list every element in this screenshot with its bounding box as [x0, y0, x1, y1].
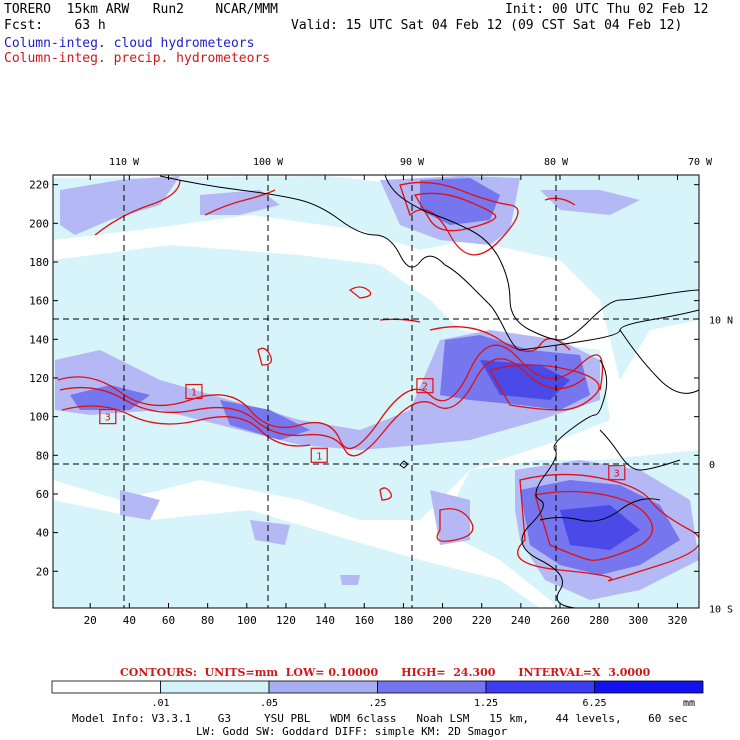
- lon-label: 80 W: [544, 157, 569, 168]
- axis-ticks: [53, 175, 699, 608]
- colorbar-label: 6.25: [582, 698, 606, 709]
- field-cloud-label: Column-integ. cloud hydrometeors: [4, 36, 255, 51]
- y-tick-label: 20: [36, 565, 49, 578]
- coastlines: [159, 175, 699, 608]
- map-frame: [52, 174, 700, 609]
- longitude-labels: 110 W 100 W 90 W 80 W 70 W: [109, 157, 713, 168]
- colorbar-swatch: [160, 680, 270, 694]
- lat-label: 0: [709, 460, 715, 471]
- lat-label: 10 S: [709, 605, 733, 616]
- x-tick-label: 120: [276, 614, 296, 627]
- colorbar-label: .01: [151, 698, 169, 709]
- colorbar-label: .25: [368, 698, 386, 709]
- box-marker-label: 1: [191, 388, 197, 399]
- x-tick-label: 300: [628, 614, 648, 627]
- x-tick-label: 280: [589, 614, 609, 627]
- colorbar-swatch: [268, 680, 378, 694]
- y-tick-label: 120: [29, 372, 49, 385]
- x-tick-label: 260: [550, 614, 570, 627]
- x-tick-label: 140: [315, 614, 335, 627]
- model-info-line2: LW: Godd SW: Goddard DIFF: simple KM: 2D…: [196, 725, 508, 738]
- x-tick-label: 180: [393, 614, 413, 627]
- colorbar-label: 1.25: [474, 698, 498, 709]
- precip-contours: [57, 179, 699, 582]
- init-time: Init: 00 UTC Thu 02 Feb 12: [505, 2, 709, 17]
- x-tick-label: 40: [123, 614, 136, 627]
- model-info-line1: Model Info: V3.3.1 G3 YSU PBL WDM 6class…: [72, 712, 688, 725]
- x-tick-label: 20: [84, 614, 97, 627]
- box-markers: 3 1 1 2 3: [99, 378, 626, 481]
- box-marker: 2: [416, 378, 434, 394]
- lon-label: 90 W: [400, 157, 425, 168]
- x-tick-label: 240: [511, 614, 531, 627]
- colorbar-unit: mm: [683, 698, 695, 709]
- box-marker: 3: [608, 465, 626, 481]
- x-tick-label: 320: [668, 614, 688, 627]
- y-tick-label: 160: [29, 295, 49, 308]
- y-tick-label: 40: [36, 527, 49, 540]
- y-tick-label: 60: [36, 488, 49, 501]
- box-marker: 3: [99, 409, 117, 425]
- latitude-labels: 10 N 0 10 S: [709, 316, 733, 616]
- x-tick-label: 200: [433, 614, 453, 627]
- y-tick-label: 220: [29, 179, 49, 192]
- box-marker-label: 1: [316, 451, 322, 462]
- box-marker-label: 2: [422, 382, 428, 393]
- y-tick-label: 140: [29, 333, 49, 346]
- lon-label: 70 W: [688, 157, 713, 168]
- cloud-field: [53, 176, 699, 608]
- x-tick-label: 160: [354, 614, 374, 627]
- y-tick-label: 180: [29, 256, 49, 269]
- box-marker: 1: [185, 383, 203, 400]
- colorbar-swatch: [594, 680, 704, 694]
- forecast-hour: Fcst: 63 h: [4, 18, 106, 33]
- x-tick-label: 220: [472, 614, 492, 627]
- model-title: TORERO 15km ARW Run2 NCAR/MMM: [4, 2, 278, 17]
- contours-info: CONTOURS: UNITS=mm LOW= 0.10000 HIGH= 24…: [120, 666, 651, 679]
- box-marker-label: 3: [614, 469, 620, 480]
- field-precip-label: Column-integ. precip. hydrometeors: [4, 51, 271, 66]
- box-marker: 1: [310, 447, 328, 463]
- colorbar-swatch: [485, 680, 595, 694]
- y-tick-label: 80: [36, 449, 49, 462]
- colorbar-swatch: [377, 680, 487, 694]
- colorbar-swatch: [51, 680, 161, 694]
- axis-tick-labels: 20 40 60 80 100 120 140 160 180 200 220 20 40 60 80 100…: [29, 179, 687, 627]
- y-tick-label: 100: [29, 411, 49, 424]
- lat-label: 10 N: [709, 316, 733, 327]
- lon-label: 110 W: [109, 157, 140, 168]
- x-tick-label: 100: [237, 614, 257, 627]
- colorbar: .01 .05 .25 1.25 6.25: [51, 680, 704, 709]
- colorbar-label: .05: [260, 698, 278, 709]
- valid-time: Valid: 15 UTC Sat 04 Feb 12 (09 CST Sat …: [291, 18, 683, 33]
- box-marker-label: 3: [105, 413, 111, 424]
- y-tick-label: 200: [29, 217, 49, 230]
- x-tick-label: 60: [162, 614, 175, 627]
- lon-label: 100 W: [253, 157, 284, 168]
- lat-lon-grid: [53, 175, 699, 608]
- x-tick-label: 80: [201, 614, 214, 627]
